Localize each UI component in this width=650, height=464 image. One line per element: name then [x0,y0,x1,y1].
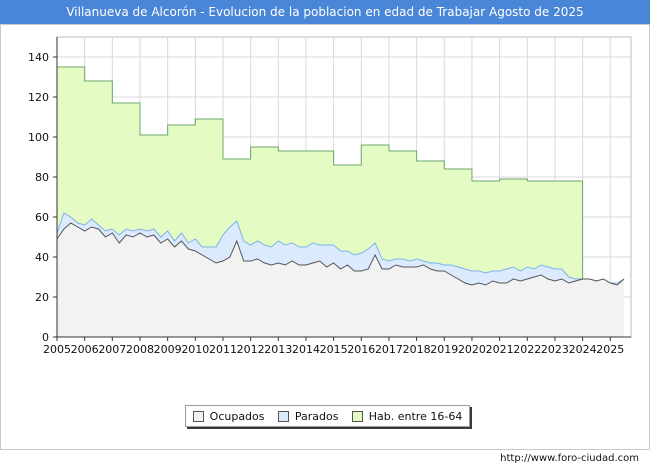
y-tick-label-0: 0 [42,331,49,344]
x-tick-label-2025: 2025 [596,343,624,356]
chart-title: Villanueva de Alcorón - Evolucion de la … [0,0,650,24]
legend-label-ocupados: Ocupados [209,409,265,423]
y-tick-label-80: 80 [35,171,49,184]
x-tick-label-2023: 2023 [541,343,569,356]
x-tick-label-2021: 2021 [486,343,514,356]
y-tick-label-60: 60 [35,211,49,224]
x-tick-label-2005: 2005 [43,343,71,356]
y-tick-label-120: 120 [28,91,49,104]
x-tick-label-2013: 2013 [264,343,292,356]
x-tick-label-2012: 2012 [237,343,265,356]
x-tick-label-2020: 2020 [458,343,486,356]
legend-swatch-parados [277,410,289,422]
x-tick-label-2009: 2009 [154,343,182,356]
x-tick-label-2017: 2017 [375,343,403,356]
x-tick-label-2010: 2010 [181,343,209,356]
y-tick-label-140: 140 [28,51,49,64]
x-tick-label-2019: 2019 [430,343,458,356]
legend-label-habitantes: Hab. entre 16-64 [368,409,463,423]
source-url: http://www.foro-ciudad.com [500,453,639,464]
series-area-parados [57,213,625,285]
legend-swatch-habitantes [351,410,363,422]
x-tick-label-2014: 2014 [292,343,320,356]
y-tick-label-20: 20 [35,291,49,304]
legend-label-parados: Parados [294,409,339,423]
legend-item-habitantes: Hab. entre 16-64 [351,409,463,423]
y-tick-label-100: 100 [28,131,49,144]
legend-swatch-ocupados [192,410,204,422]
x-tick-label-2006: 2006 [71,343,99,356]
x-tick-label-2007: 2007 [98,343,126,356]
series-area-ocupados [57,223,625,337]
x-tick-label-2024: 2024 [569,343,597,356]
series-line-parados [56,212,625,284]
x-tick-label-2015: 2015 [320,343,348,356]
legend-item-ocupados: Ocupados [192,409,265,423]
x-tick-label-2008: 2008 [126,343,154,356]
x-tick-label-2018: 2018 [403,343,431,356]
y-tick-label-40: 40 [35,251,49,264]
chart-frame: 0 20 40 60 80 100 120 140 2005 2006 2007 2008 2009 20… [0,24,650,464]
legend-item-parados: Parados [277,409,339,423]
series-line-ocupados [56,222,625,286]
chart-legend: Ocupados Parados Hab. entre 16-64 [185,405,470,427]
x-tick-label-2016: 2016 [347,343,375,356]
x-tick-label-2022: 2022 [513,343,541,356]
x-tick-label-2011: 2011 [209,343,237,356]
